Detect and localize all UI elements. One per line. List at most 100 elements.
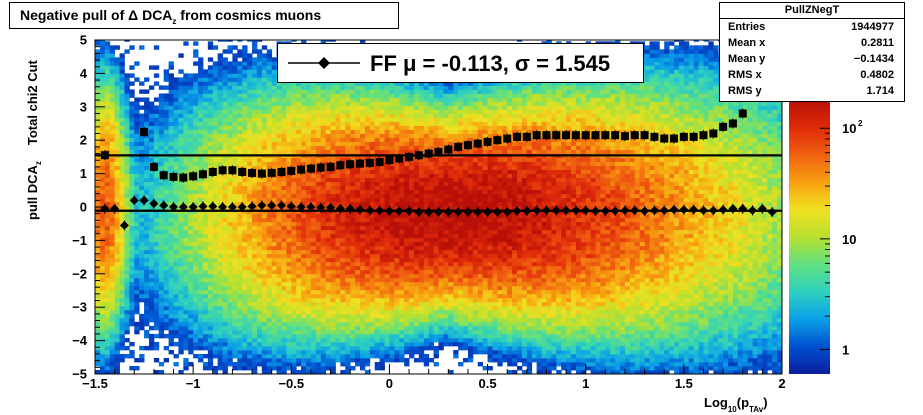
heatmap-cell — [359, 117, 366, 122]
heatmap-cell — [306, 293, 312, 299]
heatmap-cell — [207, 317, 214, 323]
heatmap-cell — [198, 149, 204, 154]
heatmap-cell — [119, 181, 125, 187]
heatmap-cell — [104, 341, 111, 347]
heatmap-cell — [168, 65, 174, 70]
heatmap-cell — [212, 73, 219, 78]
heatmap-cell — [95, 201, 101, 207]
heatmap-cell — [286, 221, 292, 227]
heatmap-cell — [202, 165, 209, 170]
heatmap-cell — [178, 345, 184, 351]
heatmap-cell — [404, 317, 410, 323]
heatmap-cell — [134, 205, 140, 211]
heatmap-cell — [291, 273, 297, 279]
heatmap-cell — [198, 157, 204, 162]
heatmap-cell — [350, 273, 356, 279]
heatmap-cell — [384, 329, 390, 335]
heatmap-cell — [261, 157, 268, 162]
heatmap-cell — [99, 89, 106, 94]
heatmap-cell — [404, 357, 410, 363]
heatmap-cell — [109, 177, 116, 183]
heatmap-cell — [202, 301, 209, 307]
heatmap-cell — [163, 97, 170, 102]
heatmap-cell — [202, 269, 209, 275]
heatmap-cell — [355, 177, 361, 183]
heatmap-cell — [281, 305, 287, 311]
heatmap-cell — [310, 261, 317, 267]
heatmap-cell — [198, 281, 204, 287]
heatmap-cell — [198, 285, 204, 291]
heatmap-cell — [178, 197, 184, 203]
heatmap-cell — [281, 177, 287, 183]
heatmap-cell — [104, 201, 111, 207]
heatmap-cell — [212, 333, 219, 339]
heatmap-cell — [276, 249, 282, 255]
heatmap-cell — [310, 301, 317, 307]
heatmap-cell — [261, 329, 268, 335]
heatmap-cell — [340, 277, 346, 283]
heatmap-cell — [247, 101, 253, 106]
heatmap-cell — [252, 113, 258, 118]
heatmap-cell — [271, 185, 277, 191]
heatmap-cell — [95, 105, 101, 110]
heatmap-cell — [330, 121, 336, 126]
heatmap-cell — [114, 97, 120, 102]
heatmap-cell — [222, 145, 228, 150]
heatmap-cell — [315, 85, 322, 90]
heatmap-cell — [335, 85, 341, 90]
heatmap-cell — [237, 257, 243, 263]
heatmap-cell — [202, 197, 209, 203]
heatmap-cell — [173, 105, 179, 110]
heatmap-cell — [266, 217, 273, 223]
heatmap-cell — [364, 213, 371, 219]
heatmap-cell — [202, 321, 209, 327]
heatmap-cell — [335, 273, 341, 279]
heatmap-cell — [409, 221, 415, 227]
heatmap-cell — [335, 345, 341, 351]
heatmap-cell — [153, 293, 160, 299]
heatmap-cell — [291, 213, 297, 219]
heatmap-cell — [183, 85, 189, 90]
heatmap-cell — [183, 101, 189, 106]
heatmap-cell — [183, 121, 189, 126]
heatmap-cell — [345, 209, 351, 215]
heatmap-cell — [99, 229, 106, 235]
heatmap-cell — [95, 61, 101, 66]
heatmap-cell — [310, 353, 317, 359]
heatmap-cell — [124, 225, 130, 231]
heatmap-cell — [168, 165, 174, 170]
heatmap-cell — [325, 261, 331, 267]
heatmap-cell — [350, 117, 356, 122]
heatmap-cell — [104, 185, 111, 191]
heatmap-cell — [168, 305, 174, 311]
heatmap-cell — [178, 137, 184, 142]
heatmap-cell — [198, 253, 204, 259]
heatmap-cell — [301, 161, 307, 166]
heatmap-cell — [222, 257, 228, 263]
heatmap-cell — [188, 257, 194, 263]
heatmap-cell — [276, 145, 282, 150]
heatmap-cell — [355, 301, 361, 307]
heatmap-cell — [350, 261, 356, 267]
heatmap-cell — [281, 249, 287, 255]
heatmap-cell — [173, 213, 179, 219]
heatmap-cell — [158, 141, 165, 146]
heatmap-cell — [163, 165, 170, 170]
heatmap-cell — [247, 365, 253, 371]
heatmap-cell — [173, 241, 179, 247]
heatmap-cell — [193, 193, 199, 199]
heatmap-cell — [252, 217, 258, 223]
heatmap-cell — [95, 325, 101, 331]
heatmap-cell — [261, 321, 268, 327]
heatmap-cell — [359, 333, 366, 339]
heatmap-cell — [325, 197, 331, 203]
heatmap-cell — [330, 221, 336, 227]
heatmap-cell — [389, 349, 395, 355]
heatmap-cell — [389, 321, 395, 327]
heatmap-cell — [217, 273, 223, 279]
heatmap-cell — [183, 305, 189, 311]
heatmap-cell — [413, 325, 420, 331]
heatmap-cell — [291, 181, 297, 187]
heatmap-cell — [306, 173, 312, 179]
heatmap-cell — [163, 129, 170, 134]
